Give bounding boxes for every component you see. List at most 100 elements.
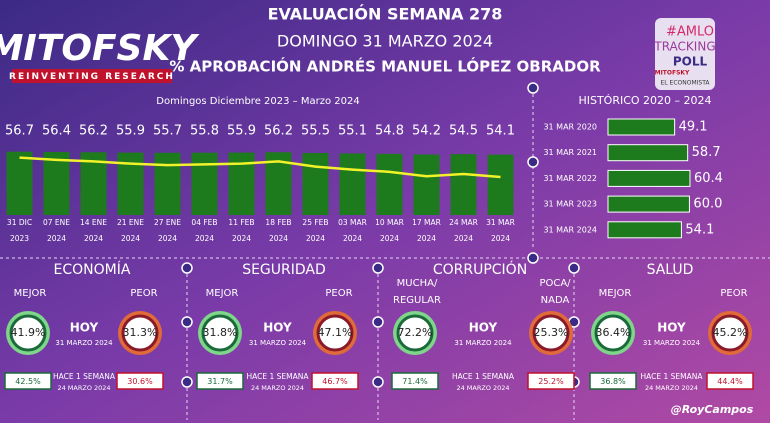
x-tick-label: 2024: [232, 234, 251, 243]
option-label: MEJOR: [206, 288, 239, 299]
x-tick-label: 18 FEB: [265, 218, 291, 227]
x-tick-label: 24 MAR: [449, 218, 478, 227]
x-tick-label: 11 FEB: [228, 218, 254, 227]
separators: [0, 88, 770, 420]
x-tick-label: 10 MAR: [375, 218, 404, 227]
gauge: [711, 314, 749, 352]
credit: @RoyCampos: [671, 403, 754, 416]
y-tick-label: 31 MAR 2022: [543, 174, 597, 183]
prev-value: 71.4%: [402, 377, 428, 386]
gauge: [9, 314, 47, 352]
prev-box: [706, 372, 754, 390]
badge-partner: EL ECONOMISTA: [660, 80, 710, 87]
x-tick-label: 31 MAR: [486, 218, 515, 227]
value-label: 54.1: [486, 124, 515, 139]
option-label: PEOR: [720, 288, 747, 299]
today-date: 31 MARZO 2024: [249, 339, 307, 347]
value-label: 55.1: [338, 124, 367, 139]
panel-title: ECONOMÍA: [54, 261, 131, 278]
x-tick-label: 31 DIC: [7, 218, 32, 227]
gauge: [316, 314, 354, 352]
prev-value: 44.4%: [717, 377, 743, 386]
logo-name: MITOFSKY: [0, 28, 200, 69]
value-label: 54.1: [685, 222, 714, 237]
badge-box: [655, 18, 715, 90]
prev-date: 24 MARZO 2024: [57, 384, 110, 392]
y-tick-label: 31 MAR 2021: [543, 148, 597, 157]
y-tick-label: 31 MAR 2024: [543, 225, 597, 234]
today-value: 31.3%: [123, 326, 158, 339]
value-label: 55.7: [153, 124, 182, 139]
prev-box: [527, 372, 575, 390]
value-label: 54.5: [449, 124, 478, 139]
x-tick-label: 2024: [491, 234, 510, 243]
gauge: [532, 314, 570, 352]
x-tick-label: 2024: [269, 234, 288, 243]
prev-label: HACE 1 SEMANA: [247, 372, 310, 381]
gauge: [594, 314, 632, 352]
option-label: NADA: [541, 295, 570, 306]
trend-line: [19, 156, 501, 179]
today-label: HOY: [657, 321, 686, 335]
gauge: [121, 314, 159, 352]
bar: [376, 153, 403, 215]
prev-box: [589, 372, 637, 390]
prev-date: 24 MARZO 2024: [456, 384, 509, 392]
panel-title: CORRUPCIÓN: [433, 260, 527, 278]
y-tick-label: 31 MAR 2020: [543, 123, 597, 132]
bar: [607, 195, 690, 213]
bar: [339, 153, 366, 215]
prev-box: [116, 372, 164, 390]
value-label: 56.2: [264, 124, 293, 139]
badge-line2: POLL: [673, 55, 708, 69]
today-label: HOY: [263, 321, 292, 335]
prev-box: [196, 372, 244, 390]
value-label: 55.5: [301, 124, 330, 139]
value-label: 58.7: [692, 145, 721, 160]
option-label: MEJOR: [599, 288, 632, 299]
value-label: 49.1: [679, 120, 708, 135]
value-label: 60.0: [693, 197, 722, 212]
bar: [607, 144, 689, 162]
prev-value: 31.7%: [207, 377, 233, 386]
value-label: 60.4: [694, 171, 723, 186]
bar: [191, 152, 218, 215]
prev-label: HACE 1 SEMANA: [641, 372, 704, 381]
x-tick-label: 2024: [47, 234, 66, 243]
prev-value: 42.5%: [15, 377, 41, 386]
x-tick-label: 2024: [417, 234, 436, 243]
x-tick-label: 2024: [306, 234, 325, 243]
bar: [607, 221, 682, 239]
option-label: MEJOR: [14, 288, 47, 299]
bar: [6, 151, 33, 215]
bar: [413, 154, 440, 215]
x-tick-label: 2024: [380, 234, 399, 243]
today-date: 31 MARZO 2024: [454, 339, 512, 347]
bar: [450, 154, 477, 215]
today-value: 72.2%: [398, 326, 433, 339]
badge-line1: TRACKING: [653, 40, 715, 54]
prev-value: 30.6%: [127, 377, 153, 386]
value-label: 54.8: [375, 124, 404, 139]
x-tick-label: 14 ENE: [80, 218, 107, 227]
logo-bar: [12, 69, 172, 83]
x-tick-label: 2024: [195, 234, 214, 243]
header-subtitle: % APROBACIÓN ANDRÉS MANUEL LÓPEZ OBRADOR: [169, 57, 601, 76]
value-label: 55.9: [227, 124, 256, 139]
panel-title: SEGURIDAD: [242, 262, 326, 278]
y-tick-label: 31 MAR 2023: [543, 200, 597, 209]
panel-title: SALUD: [647, 262, 694, 278]
x-tick-label: 27 ENE: [154, 218, 181, 227]
prev-box: [311, 372, 359, 390]
chart-title: Domingos Diciembre 2023 – Marzo 2024: [156, 96, 359, 107]
option-label: PEOR: [130, 288, 157, 299]
prev-value: 46.7%: [322, 377, 348, 386]
prev-value: 25.2%: [538, 377, 564, 386]
chart-title: HISTÓRICO 2020 – 2024: [578, 94, 711, 107]
value-label: 55.9: [116, 124, 145, 139]
x-tick-label: 2023: [10, 234, 29, 243]
gauge: [396, 314, 434, 352]
x-tick-label: 2024: [454, 234, 473, 243]
bar: [607, 169, 691, 187]
